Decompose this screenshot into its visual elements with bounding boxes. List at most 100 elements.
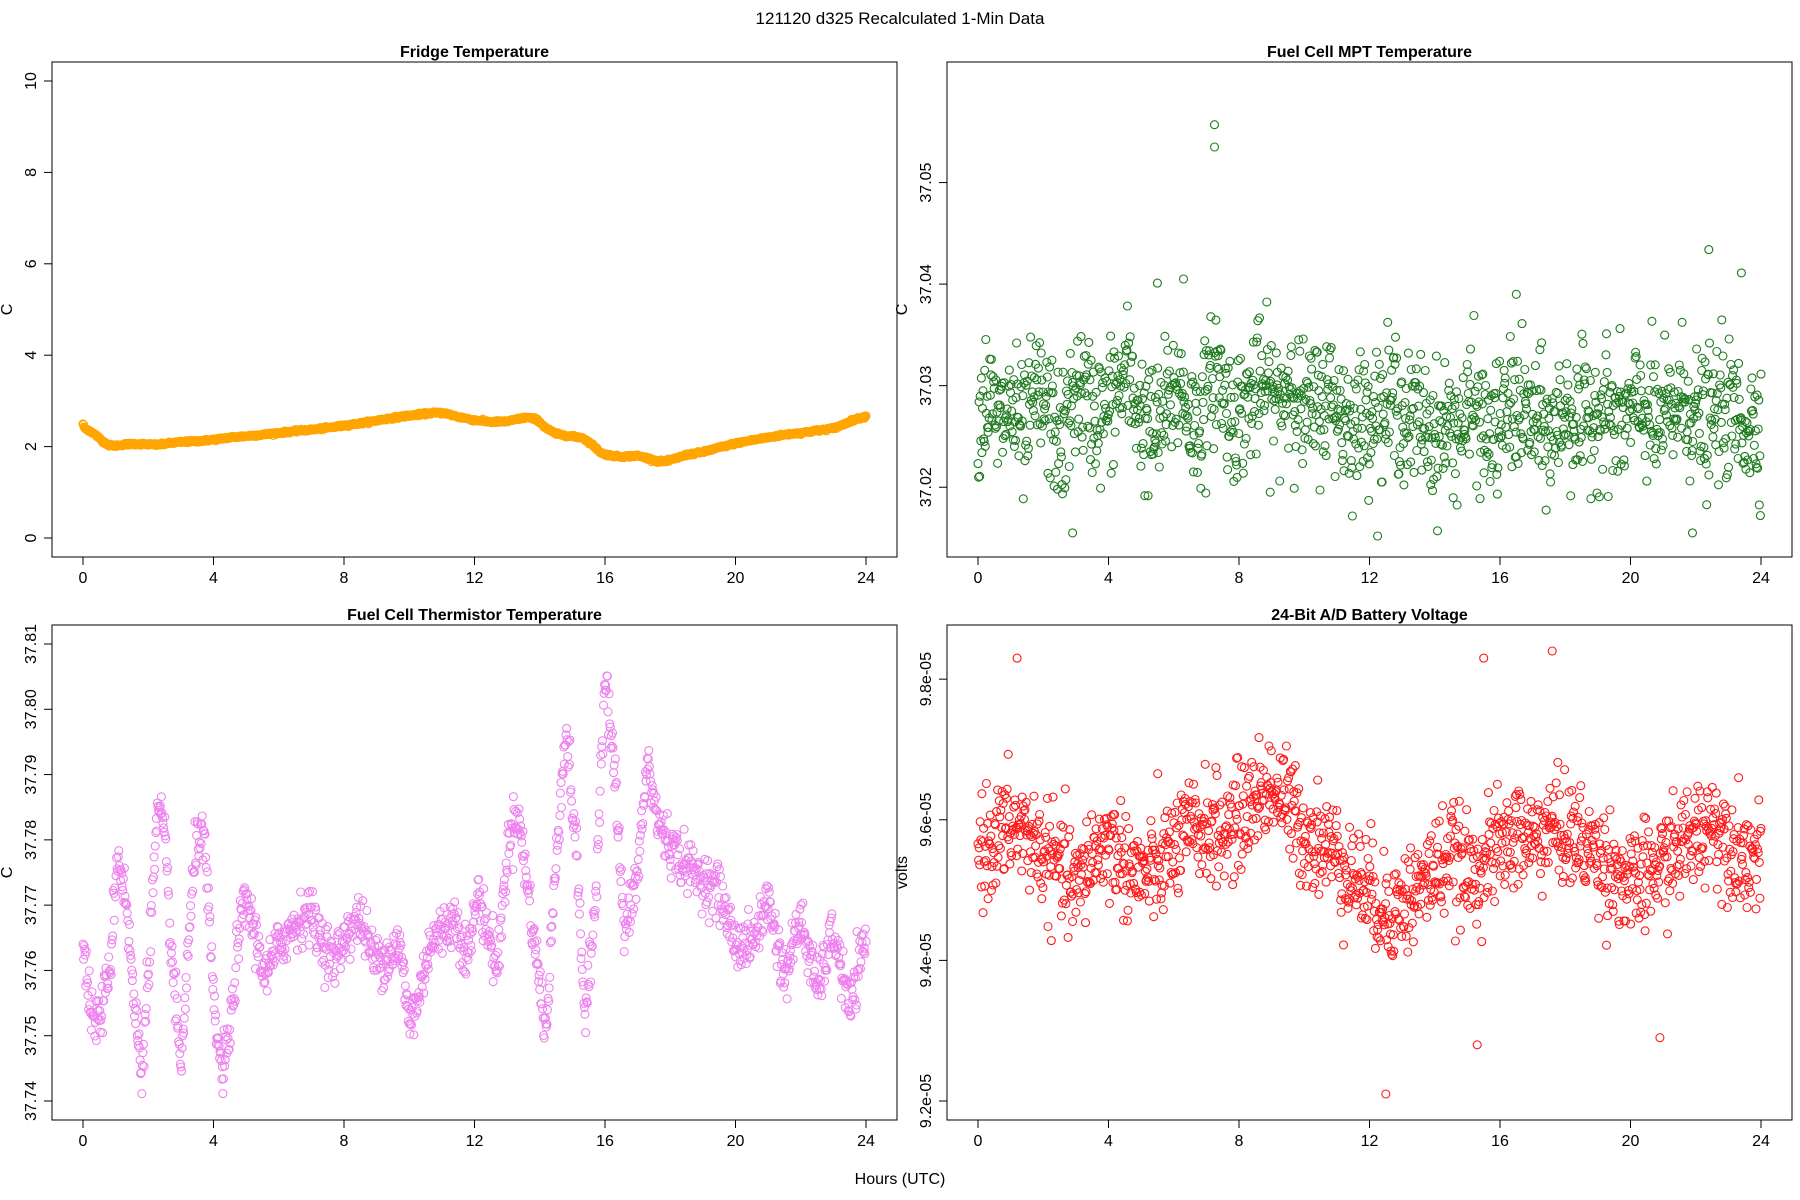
- data-point: [1244, 771, 1254, 781]
- data-point: [1481, 380, 1491, 391]
- data-point: [1491, 388, 1501, 398]
- data-point: [1258, 788, 1268, 798]
- data-point: [136, 1068, 146, 1078]
- data-point: [577, 964, 587, 975]
- data-point: [775, 938, 785, 948]
- data-point: [622, 909, 632, 919]
- data-point-outlier: [1209, 142, 1220, 152]
- data-point: [1537, 338, 1547, 348]
- data-point: [324, 965, 334, 975]
- data-point: [590, 912, 600, 922]
- data-point: [81, 946, 91, 957]
- data-point: [1230, 453, 1241, 463]
- data-point: [556, 802, 567, 813]
- panel-title: Fridge Temperature: [400, 44, 549, 61]
- data-point: [1131, 443, 1141, 453]
- data-point: [1719, 443, 1729, 453]
- data-point: [1400, 398, 1410, 408]
- data-point: [1341, 399, 1351, 409]
- data-point: [838, 946, 848, 956]
- data-point: [634, 836, 644, 846]
- data-point: [1001, 429, 1011, 439]
- data-point: [1214, 393, 1224, 403]
- data-point: [1098, 877, 1108, 887]
- data-point: [1688, 436, 1698, 447]
- data-point: [562, 735, 572, 745]
- data-point: [572, 851, 582, 861]
- data-point: [1075, 897, 1085, 907]
- data-point: [158, 818, 168, 828]
- data-point: [739, 953, 750, 963]
- data-point: [1253, 803, 1263, 813]
- data-point: [449, 909, 459, 919]
- data-point: [1230, 781, 1241, 791]
- data-point: [1483, 395, 1493, 405]
- data-point: [1622, 423, 1632, 433]
- data-point: [1009, 441, 1019, 451]
- data-point: [1282, 375, 1293, 385]
- data-point: [1242, 369, 1252, 379]
- data-point: [1586, 494, 1596, 504]
- data-point: [1098, 429, 1108, 439]
- data-point: [1268, 817, 1279, 827]
- data-point: [771, 946, 782, 956]
- data-point: [1554, 437, 1565, 447]
- data-point: [110, 892, 121, 902]
- data-point: [1263, 368, 1274, 378]
- data-point: [1675, 403, 1685, 413]
- data-point: [1608, 465, 1618, 476]
- data-point: [1383, 317, 1393, 327]
- data-point: [1613, 466, 1623, 476]
- data-point: [1731, 375, 1741, 385]
- data-point: [575, 898, 585, 908]
- data-point: [1247, 418, 1257, 429]
- data-point: [1650, 387, 1660, 397]
- data-point: [1262, 297, 1272, 307]
- data-point: [577, 947, 587, 957]
- data-point: [1505, 331, 1515, 342]
- data-point: [1674, 360, 1684, 370]
- data-point: [1216, 418, 1227, 429]
- data-point: [1579, 375, 1589, 385]
- data-point: [1219, 398, 1229, 408]
- data-point: [1330, 471, 1340, 482]
- data-point: [1359, 366, 1369, 376]
- data-point: [1661, 410, 1671, 420]
- data-point: [1115, 825, 1125, 835]
- data-point: [635, 830, 645, 840]
- data-point: [406, 1020, 417, 1030]
- data-point: [1032, 375, 1042, 385]
- data-point: [1753, 424, 1763, 434]
- data-point: [778, 969, 788, 979]
- x-tick-label: 16: [596, 1133, 614, 1150]
- y-tick-label: 9.6e-05: [918, 793, 935, 847]
- data-point: [1413, 401, 1424, 411]
- data-point: [1474, 417, 1485, 427]
- data-point: [1440, 425, 1450, 435]
- data-point: [1323, 384, 1333, 394]
- data-point: [464, 935, 474, 945]
- x-tick-label: 0: [79, 570, 88, 587]
- data-point: [233, 938, 243, 948]
- data-point: [1487, 460, 1497, 470]
- data-point: [1249, 407, 1260, 417]
- data-point: [1221, 368, 1231, 378]
- data-point: [504, 848, 514, 859]
- data-point: [1004, 365, 1014, 375]
- data-point: [1040, 827, 1050, 838]
- data-point: [1615, 387, 1626, 397]
- data-point: [189, 867, 199, 877]
- data-point: [1309, 859, 1319, 869]
- data-point: [1601, 329, 1612, 339]
- data-point: [1297, 870, 1307, 880]
- data-point: [1692, 344, 1702, 354]
- data-point: [1159, 430, 1169, 440]
- data-point: [1566, 491, 1576, 501]
- data-point: [973, 459, 983, 469]
- data-point: [1364, 495, 1374, 505]
- data-point: [1554, 361, 1564, 371]
- data-point: [1568, 460, 1578, 470]
- data-point: [546, 936, 557, 946]
- data-point: [809, 972, 819, 982]
- data-point: [515, 814, 525, 824]
